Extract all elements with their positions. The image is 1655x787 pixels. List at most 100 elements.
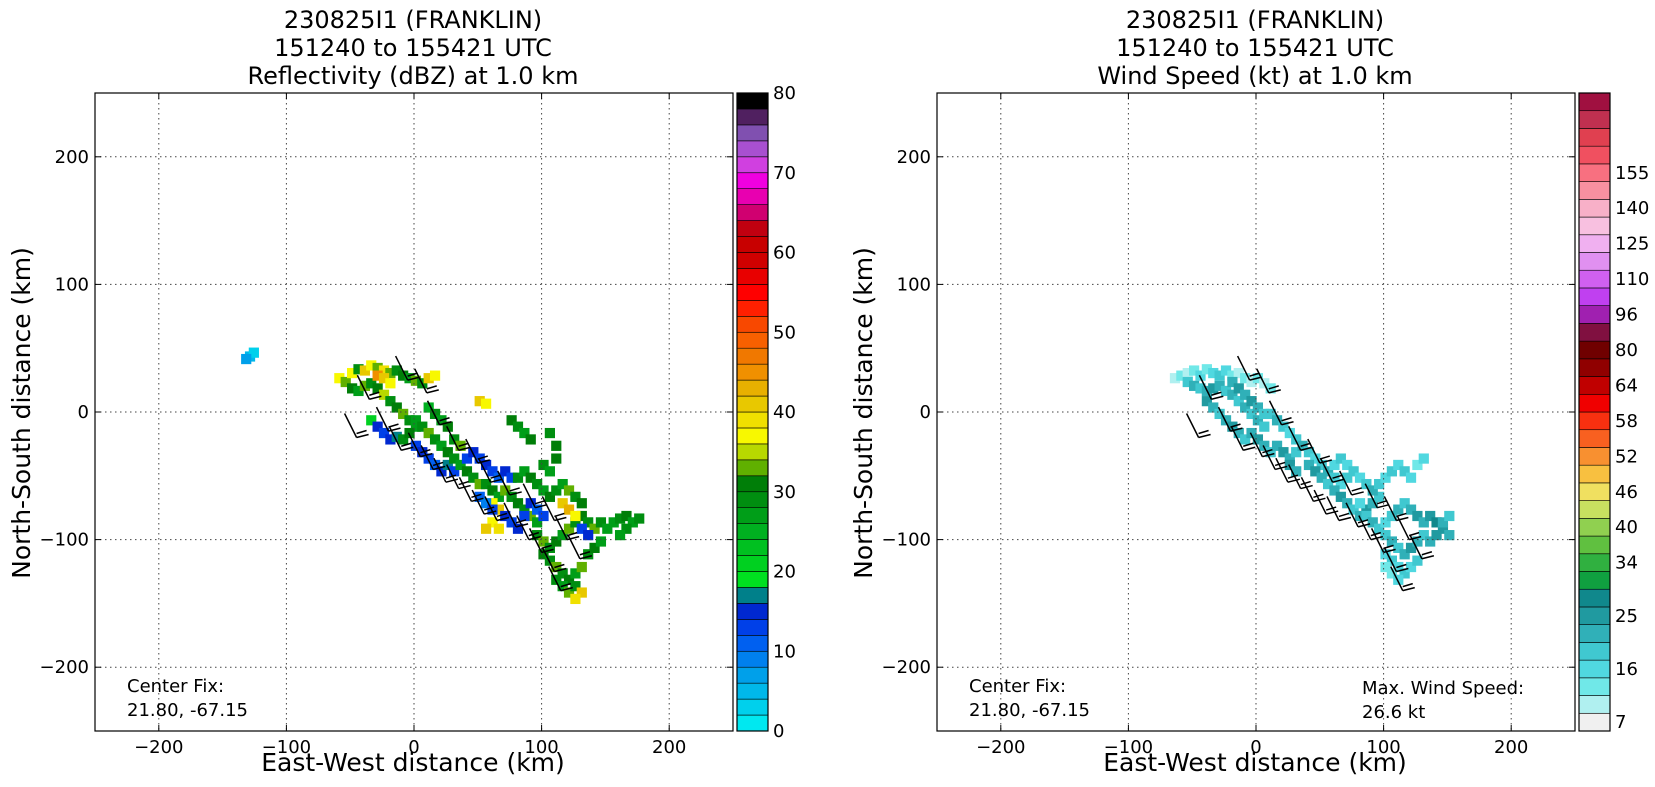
wind-barb xyxy=(414,368,439,394)
reflectivity-colorbar: 0 10 20 30 40 50 60 70 80 xyxy=(736,83,796,742)
data-cell xyxy=(1271,440,1283,451)
data-cell xyxy=(1412,510,1423,522)
data-cell xyxy=(1374,491,1385,502)
colorbar-swatch xyxy=(736,491,769,508)
data-cell xyxy=(1284,453,1295,464)
data-cell xyxy=(512,523,524,534)
colorbar-swatch xyxy=(736,475,769,493)
wind-speed-colorbar: 7 16 25 34 40 46 52 58 64 80 96 110 125 140 155 xyxy=(1578,92,1649,733)
colorbar-swatch xyxy=(736,682,769,700)
data-cell xyxy=(576,498,587,509)
colorbar-tick-label: 40 xyxy=(773,402,796,423)
colorbar-swatch xyxy=(736,188,769,205)
data-cell xyxy=(474,396,485,407)
data-cell xyxy=(1354,472,1366,483)
colorbar-swatch xyxy=(1578,145,1611,165)
data-cell xyxy=(366,360,377,371)
colorbar-swatch xyxy=(1578,482,1611,501)
colorbar-tick-label: 25 xyxy=(1615,606,1638,627)
colorbar-swatch xyxy=(736,555,769,572)
x-tick-label: −200 xyxy=(134,737,183,758)
colorbar-frame xyxy=(736,92,769,732)
data-cell xyxy=(1233,427,1244,439)
data-cell xyxy=(378,427,390,439)
wind-barb xyxy=(1198,374,1224,400)
colorbar-swatch xyxy=(1578,588,1611,608)
colorbar-swatch xyxy=(1578,110,1611,129)
data-cell xyxy=(480,523,492,534)
data-cell xyxy=(398,370,409,381)
colorbar-swatch xyxy=(1578,393,1611,413)
center-fix-label: Center Fix: xyxy=(127,676,224,697)
data-cell xyxy=(532,517,543,528)
colorbar-tick-label: 110 xyxy=(1615,269,1649,290)
data-cell xyxy=(423,373,434,384)
data-cell xyxy=(595,536,607,547)
data-cell xyxy=(1412,459,1423,471)
data-cell xyxy=(1214,380,1225,391)
data-cell xyxy=(1322,478,1334,490)
wind-speed-panel: 230825I1 (FRANKLIN) 151240 to 155421 UTC… xyxy=(849,6,1649,777)
colorbar-tick-label: 0 xyxy=(773,721,784,742)
colorbar-swatch xyxy=(1578,464,1611,484)
data-cell xyxy=(1322,466,1334,477)
data-cell xyxy=(391,365,402,376)
y-tick-label: 100 xyxy=(55,274,89,295)
colorbar-swatch xyxy=(1578,411,1611,431)
data-cell xyxy=(519,510,530,522)
data-cell xyxy=(525,472,536,483)
data-cell xyxy=(1246,427,1257,439)
data-cell xyxy=(570,581,581,592)
y-tick-label: −200 xyxy=(40,657,89,678)
y-tick-label: 0 xyxy=(920,402,931,423)
data-cell xyxy=(474,491,485,502)
data-cell xyxy=(1393,504,1404,515)
colorbar-tick-label: 34 xyxy=(1615,553,1638,574)
data-cell xyxy=(442,447,453,458)
wind-barb xyxy=(1409,534,1435,560)
data-cell xyxy=(532,504,543,515)
data-cell xyxy=(1361,478,1372,490)
colorbar-swatch xyxy=(736,603,769,620)
data-cell xyxy=(1208,383,1219,394)
data-cell xyxy=(1367,485,1378,496)
data-cell xyxy=(1425,536,1436,547)
data-cell xyxy=(1201,396,1212,407)
y-tick-label: −100 xyxy=(882,530,931,551)
data-cell xyxy=(480,478,492,490)
data-cell xyxy=(1195,383,1206,394)
data-cell xyxy=(1399,498,1410,509)
data-cell xyxy=(1374,523,1385,534)
data-cell xyxy=(1329,459,1340,471)
colorbar-swatch xyxy=(736,204,769,221)
data-cell xyxy=(429,370,441,381)
x-tick-label: 100 xyxy=(1366,737,1400,758)
wind-barb xyxy=(388,425,414,452)
data-cell xyxy=(385,396,396,407)
data-cell xyxy=(519,466,530,477)
colorbar-tick-label: 30 xyxy=(773,482,796,503)
data-cell xyxy=(340,376,351,388)
data-cell xyxy=(519,504,530,515)
panel-title-line-2: 151240 to 155421 UTC xyxy=(1116,34,1394,62)
data-cell xyxy=(1386,536,1397,547)
data-cell xyxy=(1335,453,1346,464)
colorbar-tick-label: 7 xyxy=(1615,712,1626,733)
data-cell xyxy=(544,491,555,502)
data-cell xyxy=(1393,542,1404,553)
data-cell xyxy=(449,453,460,464)
data-cell xyxy=(1348,504,1359,515)
y-axis-label: North-South distance (km) xyxy=(7,247,36,579)
data-cell xyxy=(1265,408,1276,420)
data-cell xyxy=(563,574,575,585)
data-cell xyxy=(1405,472,1417,483)
data-cell xyxy=(1380,472,1391,483)
colorbar-swatch xyxy=(736,571,769,588)
data-cell xyxy=(1444,510,1455,522)
data-cell xyxy=(1176,370,1187,381)
colorbar-swatch xyxy=(736,236,769,253)
data-cell xyxy=(1380,561,1391,573)
colorbar-swatch xyxy=(736,411,769,429)
colorbar-swatch xyxy=(1578,447,1611,466)
data-cell xyxy=(563,485,575,496)
